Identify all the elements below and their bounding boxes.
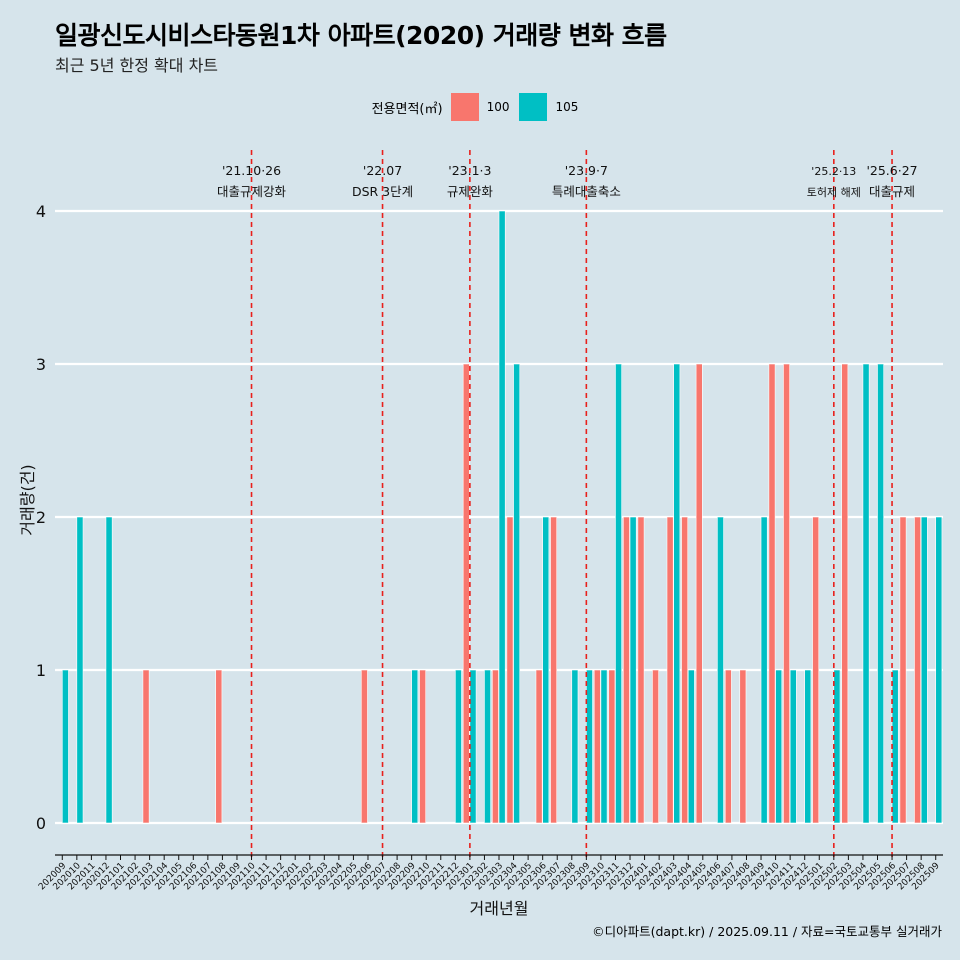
legend: 전용면적(㎡) 100 105 [0,93,960,121]
y-tick-label-1: 1 [36,661,46,680]
bar-105-202505 [877,363,884,824]
y-tick-label-0: 0 [36,814,46,833]
bar-105-202409 [760,516,768,824]
source-caption: ©디아파트(dapt.kr) / 2025.09.11 / 자료=국토교통부 실… [592,924,942,939]
bar-100-202312 [623,516,630,824]
event-date-202110: '21.10·26 [222,163,281,178]
bar-105-202302 [484,669,491,824]
bar-105-202212 [455,669,462,824]
event-date-202309: '23.9·7 [565,163,608,178]
bar-100-202405 [695,363,703,824]
bar-105-202009 [61,669,69,824]
bar-100-202108 [215,669,223,824]
legend-swatch-100 [450,93,479,121]
bar-105-202410 [775,669,783,824]
bar-100-202407 [724,669,732,824]
bar-100-202306 [535,669,543,824]
bar-100-202507 [899,516,907,824]
bar-105-202311 [615,363,622,824]
bar-105-202412 [804,669,812,824]
event-label-202506: 대출규제 [869,184,915,199]
bar-100-202410 [768,363,776,824]
bar-105-202303 [498,210,506,824]
bar-100-202301 [462,363,470,824]
y-axis-title: 거래량(건) [18,464,37,535]
event-date-202301: '23.1·3 [448,163,491,178]
bar-105-202012 [105,516,113,824]
bar-105-202406 [717,516,724,824]
bar-100-202303 [492,669,499,824]
bar-100-202307 [550,516,558,824]
bar-100-202404 [681,516,689,824]
x-axis-title: 거래년월 [470,899,529,918]
event-label-202301: 규제완화 [447,184,494,199]
y-tick-label-2: 2 [36,508,46,527]
bar-105-202312 [629,516,637,824]
bar-100-202304 [506,516,514,824]
bar-100-202210 [419,669,427,824]
bar-105-202304 [513,363,521,824]
bar-105-202506 [891,669,899,824]
bar-100-202311 [608,669,616,824]
event-label-202110: 대출규제강화 [217,184,287,199]
bar-105-202209 [411,669,419,824]
bar-105-202508 [920,516,928,824]
legend-title: 전용면적(㎡) [371,101,443,117]
bar-105-202502 [833,669,841,824]
bar-105-202509 [935,516,943,824]
bar-100-202206 [360,669,368,824]
legend-label-100: 100 [486,100,510,114]
bar-100-202508 [914,516,921,824]
y-tick-label-3: 3 [36,355,46,374]
bar-105-202403 [673,363,681,824]
bar-100-202501 [812,516,820,824]
event-label-202309: 특례대출축소 [552,184,621,199]
event-label-202207: DSR 3단계 [352,184,413,199]
legend-item-100: 100 [450,93,510,121]
chart-title: 일광신도시비스타동원1차 아파트(2020) 거래량 변화 흐름 [55,21,667,50]
bar-100-202310 [593,669,601,824]
bar-105-202310 [600,669,608,824]
bar-100-202408 [739,669,747,824]
bar-100-202503 [841,363,849,824]
bar-105-202309 [586,669,593,824]
bar-100-202402 [652,669,659,824]
legend-swatch-105 [519,93,548,121]
bar-105-202404 [687,669,695,824]
bar-105-202411 [789,669,797,824]
y-tick-label-4: 4 [36,202,46,221]
bar-100-202411 [783,363,790,824]
bar-100-202103 [142,669,150,824]
event-date-202502: '25.2·13 [811,165,856,178]
bar-105-202306 [542,516,550,824]
bar-105-202308 [571,669,579,824]
event-date-202506: '25.6·27 [866,163,917,178]
chart-subtitle: 최근 5년 한정 확대 차트 [55,56,219,75]
bar-105-202504 [862,363,870,824]
bar-100-202403 [666,516,674,824]
legend-item-105: 105 [519,93,578,121]
bar-105-202010 [76,516,84,824]
bar-105-202301 [469,669,477,824]
legend-label-105: 105 [555,100,579,114]
event-label-202502: 토허제 해제 [807,185,861,199]
event-date-202207: '22.07 [363,163,402,178]
bar-100-202401 [637,516,645,824]
